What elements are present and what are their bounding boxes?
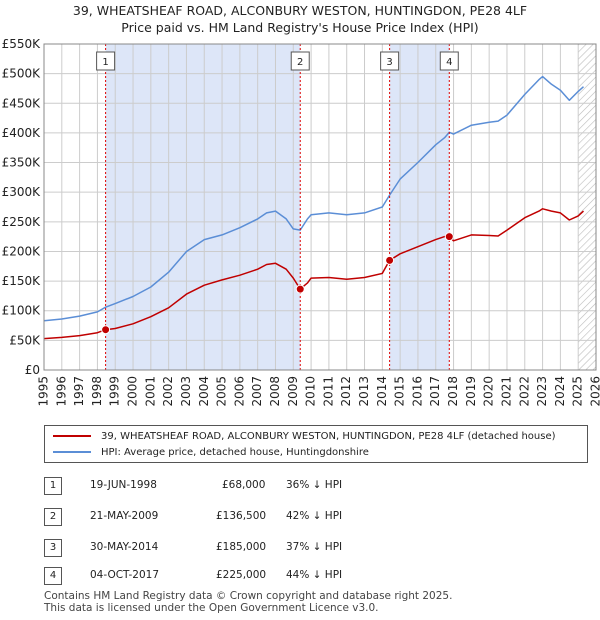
transaction-hpi-diff: 42% ↓ HPI (286, 510, 343, 522)
x-tick-label: 2024 (553, 376, 567, 407)
x-tick-label: 2025 (571, 376, 585, 407)
x-tick-label: 2010 (304, 376, 318, 407)
legend-swatch-price (53, 435, 91, 437)
sale-point (295, 284, 305, 294)
legend-swatch-hpi (53, 451, 91, 453)
sale-marker-box (290, 51, 310, 71)
y-tick-label: £450K (2, 96, 42, 110)
x-tick-label: 2014 (375, 376, 389, 407)
page-title: 39, WHEATSHEAF ROAD, ALCONBURY WESTON, H… (0, 2, 600, 36)
x-tick-label: 2001 (143, 376, 157, 407)
y-tick-label: £500K (2, 67, 42, 81)
x-tick-label: 2012 (339, 376, 353, 407)
sale-point (385, 255, 395, 265)
title-line-1: 39, WHEATSHEAF ROAD, ALCONBURY WESTON, H… (72, 3, 528, 18)
shaded-periods (105, 44, 596, 370)
transaction-date: 04-OCT-2017 (90, 569, 159, 581)
x-tick-label: 2021 (499, 376, 513, 407)
price-paid-line (43, 208, 585, 340)
x-tick-label: 2004 (197, 376, 211, 407)
transaction-date: 19-JUN-1998 (90, 479, 157, 491)
x-tick-label: 2000 (126, 376, 140, 407)
x-tick-label: 2006 (232, 376, 246, 407)
legend-item-hpi: HPI: Average price, detached house, Hunt… (53, 444, 369, 460)
x-tick-label: 2019 (464, 376, 478, 407)
title-line-2: Price paid vs. HM Land Registry's House … (121, 20, 479, 35)
legend-label-hpi: HPI: Average price, detached house, Hunt… (101, 446, 369, 458)
y-tick-label: £350K (2, 156, 42, 170)
legend-item-price: 39, WHEATSHEAF ROAD, ALCONBURY WESTON, H… (53, 428, 556, 444)
price-chart: £0 £50K £100K £150K £200K £250K £300K £350K £400… (2, 37, 600, 407)
sale-marker-label: 1 (102, 57, 108, 68)
y-tick-label: £550K (2, 37, 42, 51)
transaction-number: 2 (44, 508, 62, 526)
x-tick-label: 2003 (179, 376, 193, 407)
footer-copyright: Contains HM Land Registry data © Crown c… (44, 590, 453, 602)
sale-markers: 1 2 3 4 (96, 44, 459, 370)
transaction-price: £185,000 (216, 541, 267, 553)
hpi-line (43, 75, 584, 322)
transaction-number: 1 (44, 477, 62, 495)
y-tick-label: £100K (2, 304, 42, 318)
transaction-hpi-diff: 44% ↓ HPI (286, 569, 343, 581)
x-tick-label: 2005 (215, 376, 229, 407)
x-tick-label: 2018 (446, 376, 460, 407)
x-tick-label: 2015 (393, 376, 407, 407)
sale-marker-label: 3 (386, 57, 392, 68)
sale-point (444, 232, 454, 242)
transaction-date: 21-MAY-2009 (90, 510, 159, 522)
footer-licence: This data is licensed under the Open Gov… (44, 602, 379, 614)
plot-frame (43, 43, 597, 371)
y-tick-label: £300K (2, 185, 42, 199)
footer: Contains HM Land Registry data © Crown c… (44, 590, 452, 614)
forecast-hatch (578, 44, 596, 370)
x-tick-label: 1997 (72, 376, 86, 407)
transaction-date: 30-MAY-2014 (90, 541, 159, 553)
legend-label-price: 39, WHEATSHEAF ROAD, ALCONBURY WESTON, H… (101, 430, 556, 442)
transaction-number: 3 (44, 539, 62, 557)
sale-marker-label: 4 (446, 57, 452, 68)
x-tick-label: 1998 (90, 376, 104, 407)
sale-marker-label: 2 (297, 57, 303, 68)
y-tick-label: £400K (2, 126, 42, 140)
transaction-number: 4 (44, 567, 62, 585)
sale-marker-box (439, 51, 459, 71)
transaction-price: £68,000 (222, 479, 266, 491)
sale-point (101, 325, 111, 335)
series-lines (43, 75, 585, 340)
y-tick-label: £200K (2, 244, 42, 258)
x-tick-label: 2026 (589, 376, 600, 407)
x-tick-label: 2008 (268, 376, 282, 407)
transaction-price: £225,000 (216, 569, 267, 581)
y-tick-label: £50K (9, 333, 41, 347)
transaction-price: £136,500 (216, 510, 267, 522)
x-tick-label: 2022 (517, 376, 531, 407)
legend: 39, WHEATSHEAF ROAD, ALCONBURY WESTON, H… (44, 425, 588, 463)
x-tick-label: 2002 (161, 376, 175, 407)
x-tick-label: 2023 (535, 376, 549, 407)
y-tick-label: £150K (2, 274, 42, 288)
x-tick-label: 2007 (250, 376, 264, 407)
x-tick-label: 1999 (108, 376, 122, 407)
x-tick-label: 2020 (482, 376, 496, 407)
x-tick-label: 2013 (357, 376, 371, 407)
y-tick-label: £250K (2, 215, 42, 229)
y-axis-ticks: £0 £50K £100K £150K £200K £250K £300K £350K £400… (2, 37, 42, 377)
x-tick-label: 1995 (37, 376, 51, 407)
shaded-period (389, 44, 450, 370)
x-tick-label: 2011 (321, 376, 335, 407)
shaded-period (105, 44, 301, 370)
y-tick-label: £0 (25, 363, 40, 377)
x-tick-label: 2009 (286, 376, 300, 407)
x-tick-label: 1996 (54, 376, 68, 407)
sale-marker-box (380, 51, 400, 71)
transaction-hpi-diff: 37% ↓ HPI (286, 541, 343, 553)
x-tick-label: 2017 (428, 376, 442, 407)
sale-marker-box (96, 51, 116, 71)
transaction-hpi-diff: 36% ↓ HPI (286, 479, 343, 491)
x-tick-label: 2016 (410, 376, 424, 407)
x-axis-ticks: 1995 1996 1997 1998 1999 2000 2001 2002 2003 2004… (37, 376, 600, 407)
